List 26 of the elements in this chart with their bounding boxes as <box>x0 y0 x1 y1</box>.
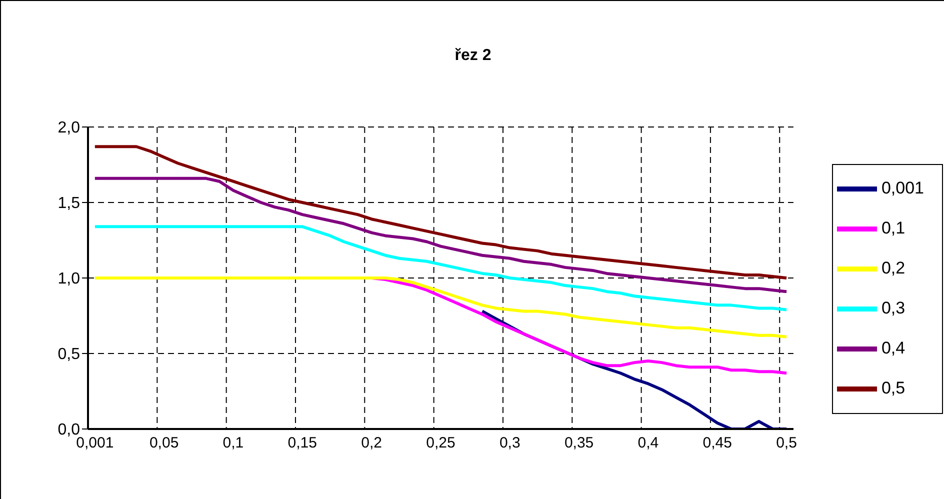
x-tick-label: 0,1 <box>222 434 244 452</box>
x-tick-label: 0,4 <box>638 434 659 452</box>
legend-label: 0,001 <box>881 178 924 198</box>
x-tick-label: 0,05 <box>149 434 179 452</box>
line-series <box>93 176 788 294</box>
x-tick-label: 0,2 <box>361 434 382 452</box>
legend-label: 0,1 <box>881 218 906 238</box>
legend-label: 0,2 <box>881 258 906 278</box>
x-tick-label: 0,15 <box>288 434 318 452</box>
legend-label: 0,4 <box>881 338 906 358</box>
line-series <box>93 276 788 338</box>
y-tick-label: 1,5 <box>58 195 80 212</box>
line-series <box>93 145 788 280</box>
x-tick-label: 0,001 <box>76 434 114 452</box>
y-tick-label: 0,5 <box>58 346 80 364</box>
y-tick-label: 1,0 <box>58 270 80 288</box>
x-tick-label: 0,5 <box>776 434 797 452</box>
y-tick-label: 2,0 <box>58 120 80 137</box>
x-tick-label: 0,35 <box>564 434 594 452</box>
x-tick-label: 0,45 <box>702 434 732 452</box>
x-tick-label: 0,25 <box>426 434 456 452</box>
line-series <box>93 225 788 312</box>
legend-label: 0,3 <box>881 298 906 318</box>
legend-label: 0,5 <box>881 378 906 398</box>
chart-title: řez 2 <box>454 47 492 65</box>
x-tick-label: 0,3 <box>499 434 520 452</box>
